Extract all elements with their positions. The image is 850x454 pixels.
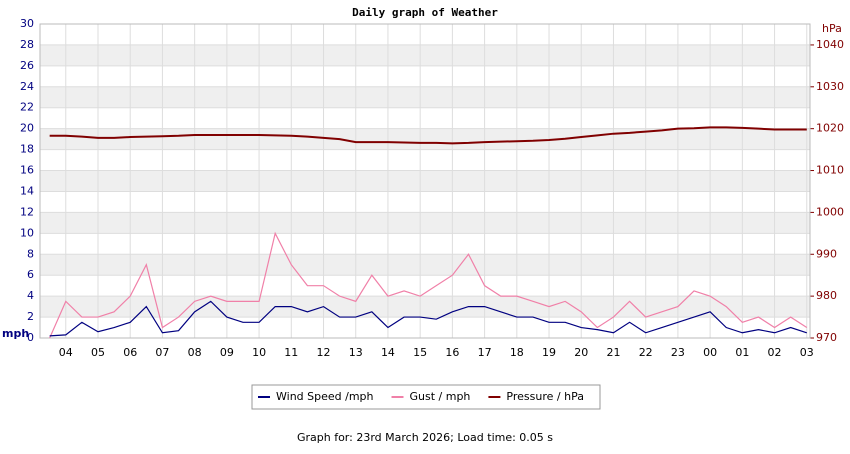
y-tick-label: 6 [27,268,34,281]
y2-tick-label: 970 [816,331,837,344]
y-axis-label: mph [2,327,29,340]
legend-label: Pressure / hPa [506,390,584,403]
grid-band [40,128,810,150]
grid-band [40,212,810,234]
y2-axis-label: hPa [822,22,842,35]
x-tick-label: 07 [155,346,169,359]
x-tick-label: 15 [413,346,427,359]
x-tick-label: 23 [671,346,685,359]
y-tick-label: 16 [20,164,34,177]
x-tick-label: 20 [574,346,588,359]
x-tick-label: 17 [478,346,492,359]
series-line [49,231,808,339]
y2-tick-label: 1040 [816,38,844,51]
y-tick-label: 28 [20,38,34,51]
x-tick-label: 22 [639,346,653,359]
x-tick-label: 03 [800,346,814,359]
y-tick-label: 8 [27,247,34,260]
series-line [49,300,807,337]
legend-box [251,384,601,410]
legend-label: Wind Speed /mph [276,390,374,403]
x-tick-label: 00 [703,346,717,359]
y2-tick-label: 990 [816,247,837,260]
x-tick-label: 04 [59,346,73,359]
x-tick-label: 08 [188,346,202,359]
x-tick-label: 10 [252,346,266,359]
x-tick-label: 05 [91,346,105,359]
y-tick-label: 20 [20,122,34,135]
x-tick-label: 18 [510,346,524,359]
x-tick-label: 19 [542,346,556,359]
y2-tick-label: 1020 [816,122,844,135]
y2-tick-label: 1000 [816,205,844,218]
x-tick-label: 02 [768,346,782,359]
y2-tick-label: 1030 [816,80,844,93]
y-tick-label: 30 [20,17,34,30]
y-tick-label: 12 [20,205,34,218]
x-tick-label: 14 [381,346,395,359]
x-tick-label: 13 [349,346,363,359]
plot-frame [39,23,811,339]
y-tick-label: 4 [27,289,34,302]
grid-band [40,44,810,66]
series-line [49,126,807,145]
x-tick-label: 12 [317,346,331,359]
legend-label: Gust / mph [410,390,471,403]
x-tick-label: 06 [123,346,137,359]
x-tick-label: 11 [284,346,298,359]
y2-tick-label: 1010 [816,164,844,177]
x-tick-label: 16 [445,346,459,359]
grid-band [40,254,810,276]
y-tick-label: 26 [20,59,34,72]
y2-tick-label: 980 [816,289,837,302]
caption: Graph for: 23rd March 2026; Load time: 0… [297,431,553,444]
x-tick-label: 01 [735,346,749,359]
chart-title: Daily graph of Weather [352,6,498,19]
y-tick-label: 24 [20,80,34,93]
grid-band [40,170,810,192]
y-tick-label: 14 [20,184,34,197]
y-tick-label: 18 [20,143,34,156]
y-tick-label: 2 [27,310,34,323]
grid-band [40,86,810,108]
x-tick-label: 21 [606,346,620,359]
y-tick-label: 0 [27,331,34,344]
x-tick-label: 09 [220,346,234,359]
y-tick-label: 10 [20,226,34,239]
y-tick-label: 22 [20,101,34,114]
